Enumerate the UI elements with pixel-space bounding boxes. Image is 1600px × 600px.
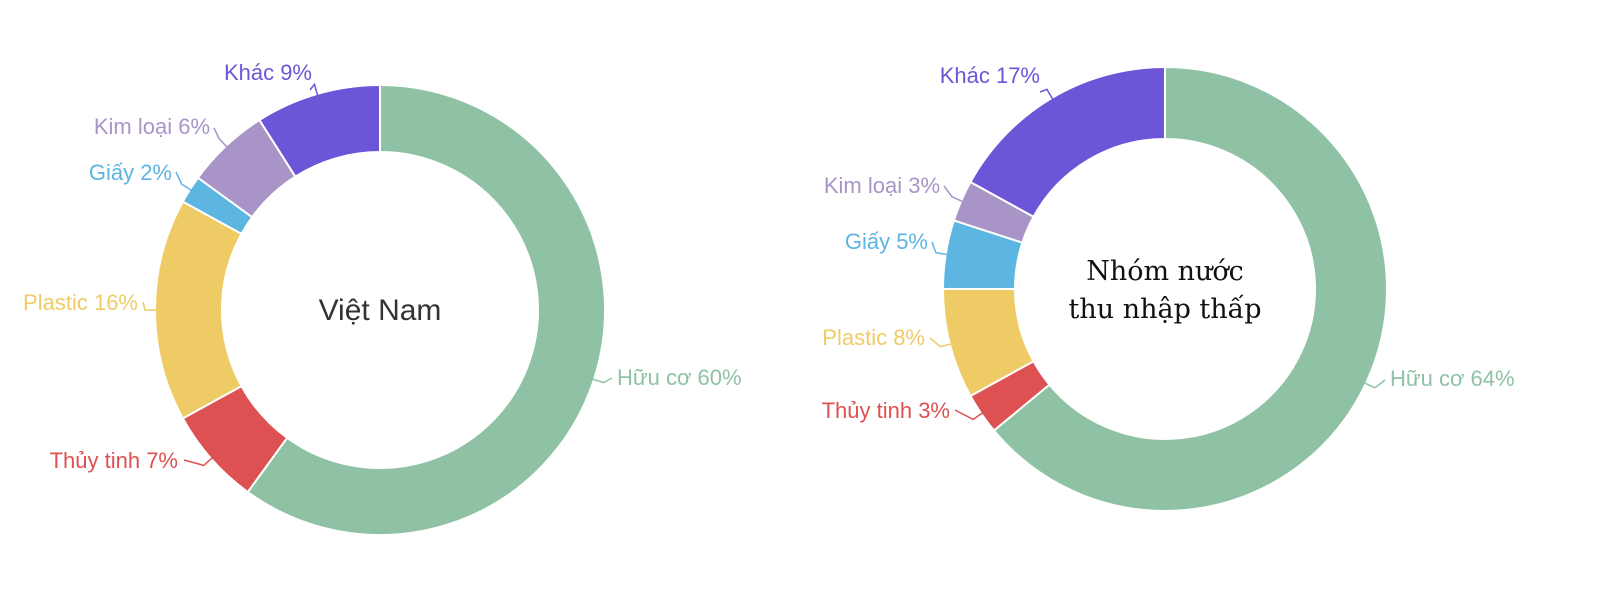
- leader-line-kim-loai: [213, 127, 228, 148]
- center-title-line: thu nhập thấp: [1068, 294, 1261, 325]
- slice-huu-co: [992, 65, 1388, 512]
- slice-label-giay: Giấy 2%: [89, 160, 172, 185]
- slice-label-kim-loai: Kim loại 6%: [94, 114, 210, 139]
- slice-khac: [969, 65, 1166, 219]
- donut-chart-low-income: Hữu cơ 64% Thủy tinh 3% Plastic 8% Giấy 5% K…: [822, 63, 1515, 512]
- leader-line-kim-loai: [943, 185, 964, 203]
- leader-line-giay: [931, 241, 948, 256]
- slice-label-plastic: Plastic 16%: [23, 290, 138, 315]
- slice-label-giay: Giấy 5%: [845, 229, 928, 254]
- slice-label-kim-loai: Kim loại 3%: [824, 173, 940, 198]
- slice-huu-co: [246, 83, 606, 536]
- slice-plastic: [154, 200, 243, 420]
- slice-label-huu-co: Hữu cơ 64%: [1390, 366, 1515, 391]
- slice-label-khac: Khác 9%: [224, 60, 312, 85]
- donut-chart-vietnam: Hữu cơ 60% Thủy tinh 7% Plastic 16% Giấy 2%…: [23, 60, 742, 536]
- leader-line-thuy-tinh: [954, 409, 984, 421]
- leader-line-huu-co: [591, 377, 613, 384]
- leader-line-giay: [175, 171, 193, 192]
- slice-label-plastic: Plastic 8%: [822, 325, 925, 350]
- leader-line-khac: [309, 82, 319, 97]
- leader-line-huu-co: [1363, 379, 1386, 389]
- slice-label-khac: Khác 17%: [940, 63, 1040, 88]
- leader-line-thuy-tinh: [183, 456, 214, 467]
- slice-label-thuy-tinh: Thủy tinh 7%: [50, 448, 178, 473]
- center-title-line: Việt Nam: [319, 294, 442, 327]
- slice-label-huu-co: Hữu cơ 60%: [617, 365, 742, 390]
- slice-khac: [258, 83, 381, 178]
- leader-line-khac: [1039, 88, 1054, 101]
- leader-line-plastic: [142, 301, 157, 311]
- slice-label-thuy-tinh: Thủy tinh 3%: [822, 398, 950, 423]
- center-title-line: Nhóm nước: [1086, 256, 1244, 287]
- leader-line-plastic: [929, 337, 953, 348]
